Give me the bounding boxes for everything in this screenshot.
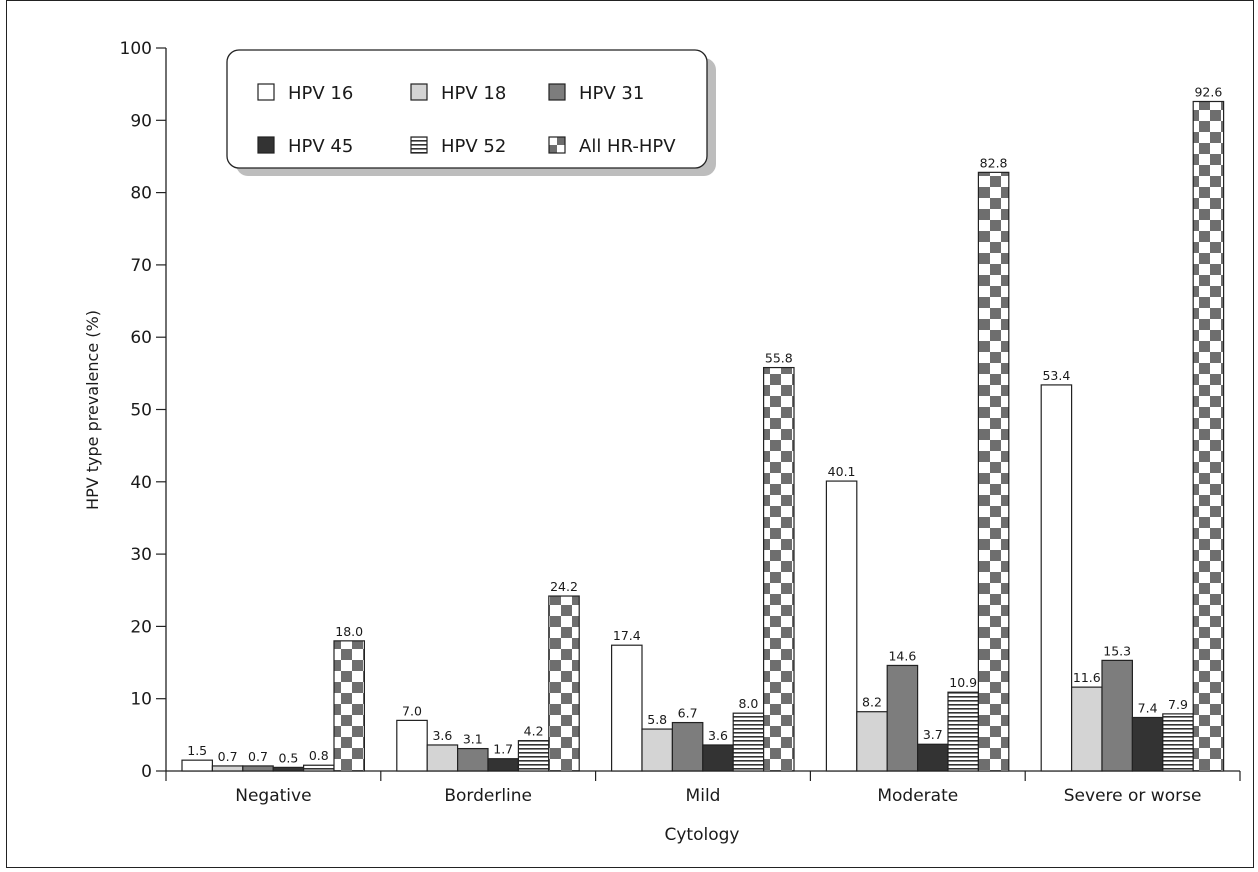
legend-swatch (410, 136, 428, 154)
bar (856, 711, 888, 772)
bar-value-label: 0.5 (278, 750, 298, 765)
bar-value-label: 14.6 (888, 648, 916, 663)
bar (886, 664, 919, 772)
legend: HPV 16 HPV 18 HPV 31 HPV 45 HPV 52 All HR-HPV (226, 49, 716, 176)
category-label: Moderate (877, 786, 958, 806)
bar (487, 758, 519, 772)
bar-value-label: 1.7 (493, 742, 513, 757)
bar (702, 744, 734, 772)
y-tick-label: 60 (130, 328, 152, 348)
bar (977, 171, 1010, 772)
y-tick-label: 30 (130, 545, 152, 565)
bar-value-label: 7.9 (1168, 697, 1188, 712)
legend-label: All HR-HPV (579, 136, 676, 157)
bar-value-label: 3.7 (923, 727, 943, 742)
bar-value-label: 4.2 (524, 724, 544, 739)
bar (1131, 716, 1164, 772)
bar (1040, 384, 1073, 772)
legend-label: HPV 18 (441, 83, 506, 104)
bar (947, 691, 979, 772)
category-label: Negative (235, 786, 311, 806)
bar (517, 740, 550, 772)
bar-value-label: 40.1 (828, 464, 856, 479)
bar (916, 743, 949, 772)
bar (1070, 686, 1103, 772)
bar-value-label: 3.1 (463, 732, 483, 747)
legend-label: HPV 52 (441, 136, 506, 157)
bar (610, 644, 643, 772)
bar-value-label: 18.0 (335, 624, 363, 639)
legend-swatch (257, 83, 275, 101)
bar-value-label: 55.8 (765, 351, 793, 366)
legend-swatch (410, 83, 428, 101)
bar (671, 721, 704, 772)
bar (303, 764, 335, 772)
category-label: Borderline (444, 786, 532, 806)
y-tick-label: 90 (130, 111, 152, 131)
legend-label: HPV 16 (288, 83, 353, 104)
bar (1101, 659, 1133, 772)
y-tick-label: 20 (130, 617, 152, 637)
bar-value-label: 17.4 (613, 628, 641, 643)
y-tick-label: 40 (130, 473, 152, 493)
bar-value-label: 0.7 (248, 749, 268, 764)
bar-value-label: 82.8 (980, 155, 1008, 170)
legend-box (226, 49, 708, 169)
y-axis-title: HPV type prevalence (%) (83, 310, 102, 510)
bars-group: 1.5 0.7 0.7 0.5 0.8 18.0 7.0 3.6 3.1 1.7 4.2 24.2 17… (181, 85, 1225, 772)
bar-value-label: 92.6 (1194, 85, 1222, 100)
bar-value-label: 53.4 (1042, 368, 1070, 383)
bar-value-label: 0.7 (218, 749, 238, 764)
bar-value-label: 7.4 (1138, 700, 1158, 715)
category-label: Mild (686, 786, 721, 806)
bar-value-label: 3.6 (708, 728, 728, 743)
legend-label: HPV 45 (288, 136, 353, 157)
y-tick-label: 50 (130, 401, 152, 421)
bar (333, 640, 365, 772)
bar (825, 480, 858, 772)
y-tick-label: 80 (130, 184, 152, 204)
bar (211, 765, 244, 772)
bar (548, 595, 580, 772)
bar (762, 366, 795, 772)
y-tick-label: 70 (130, 256, 152, 276)
y-tick-label: 100 (120, 39, 152, 59)
legend-swatch (257, 136, 275, 154)
bar-value-label: 8.2 (862, 695, 882, 710)
y-tick-label: 10 (130, 690, 152, 710)
bar-value-label: 3.6 (432, 728, 452, 743)
legend-swatch (548, 136, 566, 154)
bar-value-label: 5.8 (647, 712, 667, 727)
bar (242, 765, 274, 772)
bar-value-label: 1.5 (187, 743, 207, 758)
legend-label: HPV 31 (579, 83, 644, 104)
bar-value-label: 24.2 (550, 579, 578, 594)
legend-swatch (548, 83, 566, 101)
bar-value-label: 11.6 (1073, 670, 1101, 685)
bar (426, 744, 459, 772)
y-tick-label: 0 (141, 762, 152, 782)
bar (1162, 713, 1194, 772)
bar-value-label: 0.8 (309, 748, 329, 763)
bar (272, 766, 305, 772)
bar-value-label: 15.3 (1103, 643, 1131, 658)
bar (181, 759, 213, 772)
bar (641, 728, 673, 772)
bar-value-label: 10.9 (949, 675, 977, 690)
category-label: Severe or worse (1064, 786, 1202, 806)
bar (1192, 100, 1225, 772)
x-axis-title: Cytology (665, 825, 740, 845)
bar-value-label: 8.0 (738, 696, 758, 711)
bar-value-label: 6.7 (678, 706, 698, 721)
bar (732, 712, 765, 772)
bar-value-label: 7.0 (402, 703, 422, 718)
bar (396, 719, 428, 772)
bar (457, 747, 489, 772)
